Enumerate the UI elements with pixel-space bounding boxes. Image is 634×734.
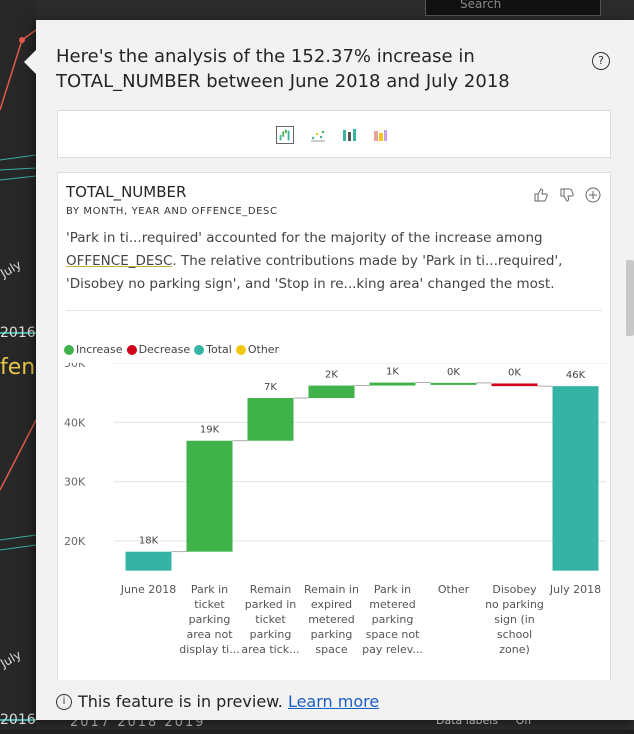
waterfall-bar bbox=[552, 386, 599, 571]
column-chart-icon[interactable] bbox=[340, 126, 358, 144]
y-tick-label: 40K bbox=[64, 416, 86, 429]
waterfall-bar bbox=[186, 440, 233, 552]
y-tick-label: 20K bbox=[64, 535, 86, 548]
y-tick-label: 30K bbox=[64, 476, 86, 489]
preview-notice: This feature is in preview. Learn more bbox=[78, 692, 379, 711]
legend-item-decrease[interactable]: Decrease bbox=[126, 343, 191, 356]
background-axis-label: 2016 bbox=[0, 712, 36, 728]
x-tick-label: parking bbox=[311, 628, 353, 641]
thumbs-up-icon[interactable] bbox=[532, 187, 550, 205]
legend-label: Decrease bbox=[138, 343, 191, 356]
x-tick-label: sign (in bbox=[494, 613, 535, 626]
learn-more-link[interactable]: Learn more bbox=[287, 692, 380, 711]
legend-swatch bbox=[194, 344, 205, 355]
x-tick-label: school bbox=[497, 628, 532, 641]
x-tick-label: no parking bbox=[485, 598, 544, 611]
add-icon[interactable] bbox=[584, 187, 602, 205]
card-subtitle: BY MONTH, YEAR AND OFFENCE_DESC bbox=[66, 206, 278, 217]
legend-swatch bbox=[64, 344, 74, 355]
x-tick-label: Remain bbox=[250, 583, 291, 596]
data-label: 7K bbox=[264, 382, 277, 393]
x-tick-label: parking bbox=[372, 613, 414, 626]
waterfall-bar bbox=[430, 382, 477, 385]
x-tick-label: parking bbox=[189, 613, 231, 626]
insight-card: TOTAL_NUMBER BY MONTH, YEAR AND OFFENCE_… bbox=[57, 172, 611, 704]
x-tick-label: zone) bbox=[499, 643, 530, 656]
scatter-chart-icon[interactable] bbox=[309, 126, 327, 144]
waterfall-bar bbox=[308, 385, 355, 399]
x-tick-label: metered bbox=[369, 598, 416, 611]
x-tick-label: Park in bbox=[191, 583, 228, 596]
x-tick-label: Remain in bbox=[304, 583, 359, 596]
analysis-headline: Here's the analysis of the 152.37% incre… bbox=[56, 46, 510, 92]
data-label: 2K bbox=[325, 370, 338, 381]
x-tick-label: space bbox=[315, 643, 348, 656]
data-label: 19K bbox=[200, 425, 220, 436]
background-lines bbox=[0, 29, 37, 721]
x-tick-label: area not bbox=[186, 628, 233, 641]
preview-footer: i This feature is in preview. Learn more bbox=[36, 680, 634, 720]
x-tick-label: space not bbox=[366, 628, 420, 641]
search-box[interactable]: Search bbox=[425, 0, 601, 16]
description-text: 'Park in ti...required' accounted for th… bbox=[66, 230, 543, 246]
waterfall-chart-icon[interactable] bbox=[276, 126, 294, 144]
card-divider bbox=[66, 310, 602, 311]
analysis-panel: Here's the analysis of the 152.37% incre… bbox=[24, 20, 634, 720]
x-tick-label: ticket bbox=[255, 613, 286, 626]
legend-item-other[interactable]: Other bbox=[235, 343, 280, 356]
x-tick-label: metered bbox=[308, 613, 355, 626]
data-label: 0K bbox=[447, 367, 460, 378]
ribbon-chart-icon[interactable] bbox=[371, 126, 389, 144]
info-icon: i bbox=[56, 694, 72, 710]
background-axis-label: 2016 bbox=[0, 325, 36, 341]
legend-item-increase[interactable]: Increase bbox=[64, 343, 123, 356]
legend-label: Increase bbox=[76, 343, 123, 356]
description-field: OFFENCE_DESC bbox=[66, 253, 173, 269]
data-label: 0K bbox=[508, 367, 521, 378]
background-chart-strip bbox=[0, 0, 37, 730]
x-tick-label: Park in bbox=[374, 583, 411, 596]
card-title: TOTAL_NUMBER bbox=[66, 183, 187, 201]
data-label: 46K bbox=[566, 370, 586, 381]
waterfall-bar bbox=[125, 551, 172, 571]
x-tick-label: display ti... bbox=[179, 643, 239, 656]
data-label: 1K bbox=[386, 367, 399, 378]
waterfall-bar bbox=[491, 383, 538, 387]
description-text: . The relative contributions made by 'Pa… bbox=[66, 253, 563, 292]
x-tick-label: parked in bbox=[245, 598, 297, 611]
visual-type-selector bbox=[57, 110, 611, 158]
legend-swatch bbox=[235, 344, 246, 355]
insight-description: 'Park in ti...required' accounted for th… bbox=[66, 227, 602, 296]
legend-item-total[interactable]: Total bbox=[194, 343, 232, 356]
panel-scrollbar[interactable] bbox=[626, 260, 634, 336]
panel-pointer bbox=[24, 50, 36, 74]
x-tick-label: Disobey bbox=[492, 583, 537, 596]
y-tick-label: 50K bbox=[64, 363, 86, 370]
x-tick-label: Other bbox=[438, 583, 470, 596]
legend-swatch bbox=[126, 344, 137, 355]
waterfall-bar bbox=[247, 398, 294, 441]
data-label: 18K bbox=[139, 536, 159, 547]
chart-legend: Increase Decrease Total Other bbox=[64, 343, 281, 356]
x-tick-label: expired bbox=[311, 598, 352, 611]
card-actions bbox=[532, 187, 602, 205]
x-tick-label: area tick... bbox=[241, 643, 299, 656]
legend-label: Other bbox=[247, 343, 280, 356]
x-tick-label: July 2018 bbox=[549, 583, 601, 596]
waterfall-chart: 50K 40K 30K 20K 18K June 2018 19K Park in ticket… bbox=[64, 363, 606, 656]
x-tick-label: ticket bbox=[194, 598, 225, 611]
thumbs-down-icon[interactable] bbox=[558, 187, 576, 205]
search-placeholder: Search bbox=[460, 0, 502, 11]
x-tick-label: pay relev... bbox=[362, 643, 423, 656]
preview-notice-text: This feature is in preview. bbox=[78, 692, 283, 711]
x-tick-label: parking bbox=[250, 628, 292, 641]
waterfall-bar bbox=[369, 382, 416, 386]
legend-label: Total bbox=[206, 343, 232, 356]
help-icon[interactable]: ? bbox=[592, 52, 610, 70]
x-tick-label: June 2018 bbox=[120, 583, 176, 596]
